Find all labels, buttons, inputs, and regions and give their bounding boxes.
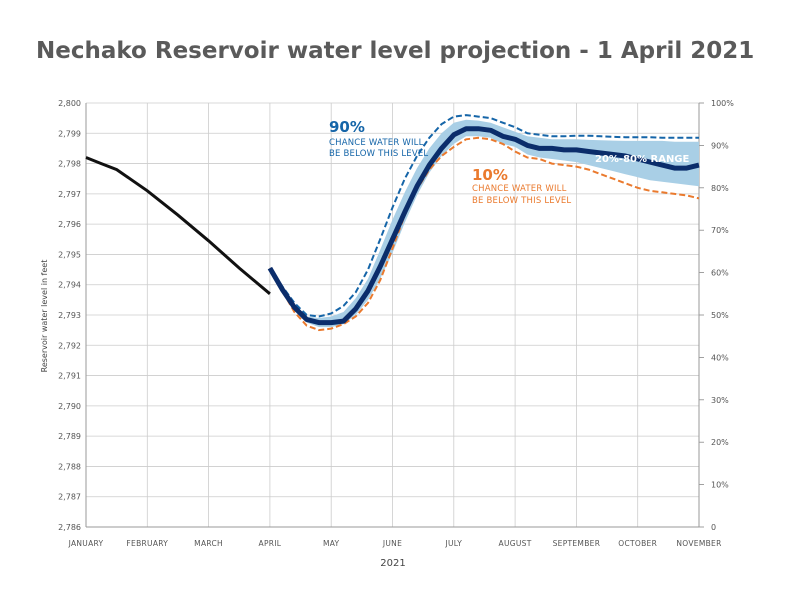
y-tick-label: 2,792 xyxy=(58,341,81,350)
p90-line xyxy=(269,114,699,318)
y-tick-label: 2,799 xyxy=(58,129,81,138)
p10-annotation-percent: 10% xyxy=(472,166,508,184)
y-tick-label: 2,791 xyxy=(58,372,81,381)
y-tick-label: 2,796 xyxy=(58,220,81,229)
y2-tick-label: 30% xyxy=(711,396,729,405)
y-tick-label: 2,795 xyxy=(58,250,81,259)
p10-annotation-line1: CHANCE WATER WILL xyxy=(472,184,567,194)
y-tick-label: 2,800 xyxy=(58,99,81,108)
x-tick-label: APRIL xyxy=(259,539,282,548)
y-tick-label: 2,797 xyxy=(58,190,81,199)
y2-tick-label: 80% xyxy=(711,184,729,193)
p90-annotation-percent: 90% xyxy=(329,118,365,136)
y-axis-title: Reservoir water level in feet xyxy=(40,260,49,373)
x-tick-label: JULY xyxy=(444,539,462,548)
y-tick-label: 2,787 xyxy=(58,493,81,502)
x-tick-label: JANUARY xyxy=(68,539,104,548)
y-tick-label: 2,798 xyxy=(58,160,81,169)
p90-annotation-line1: CHANCE WATER WILL xyxy=(329,138,424,148)
range-annotation: 20%-80% RANGE xyxy=(595,154,690,165)
y2-tick-label: 10% xyxy=(711,481,729,490)
y2-tick-label: 60% xyxy=(711,269,729,278)
x-tick-label: NOVEMBER xyxy=(676,539,721,548)
y-tick-label: 2,790 xyxy=(58,402,81,411)
y2-tick-label: 100% xyxy=(711,99,734,108)
y2-tick-label: 50% xyxy=(711,311,729,320)
y2-tick-label: 70% xyxy=(711,226,729,235)
axis-labels: 2,786 2,787 2,788 2,789 2,790 2,791 2,792 2,793… xyxy=(58,99,734,548)
y2-tick-label: 90% xyxy=(711,141,729,150)
y2-tick-label: 20% xyxy=(711,438,729,447)
x-tick-label: MAY xyxy=(323,539,340,548)
annotations: 90% CHANCE WATER WILL BE BELOW THIS LEVE… xyxy=(40,118,690,569)
y-tick-label: 2,789 xyxy=(58,432,81,441)
p10-line xyxy=(269,136,700,332)
p90-annotation-line2: BE BELOW THIS LEVEL xyxy=(329,149,428,159)
x-tick-label: OCTOBER xyxy=(618,539,657,548)
p10-annotation-line2: BE BELOW THIS LEVEL xyxy=(472,196,571,206)
x-tick-label: FEBRUARY xyxy=(126,539,168,548)
chart-title: Nechako Reservoir water level projection… xyxy=(36,38,755,64)
x-axis-title: 2021 xyxy=(380,558,405,569)
y-tick-label: 2,793 xyxy=(58,311,81,320)
y-tick-label: 2,786 xyxy=(58,523,81,532)
historical-level-line xyxy=(85,156,271,295)
y2-tick-label: 0 xyxy=(711,523,716,532)
series-lines xyxy=(85,114,700,332)
y-tick-label: 2,788 xyxy=(58,462,81,471)
y2-tick-label: 40% xyxy=(711,353,729,362)
x-tick-label: SEPTEMBER xyxy=(553,539,601,548)
y-tick-label: 2,794 xyxy=(58,281,81,290)
median-projection-line xyxy=(267,126,700,326)
x-tick-label: MARCH xyxy=(194,539,223,548)
x-tick-label: JUNE xyxy=(382,539,402,548)
x-tick-label: AUGUST xyxy=(499,539,532,548)
